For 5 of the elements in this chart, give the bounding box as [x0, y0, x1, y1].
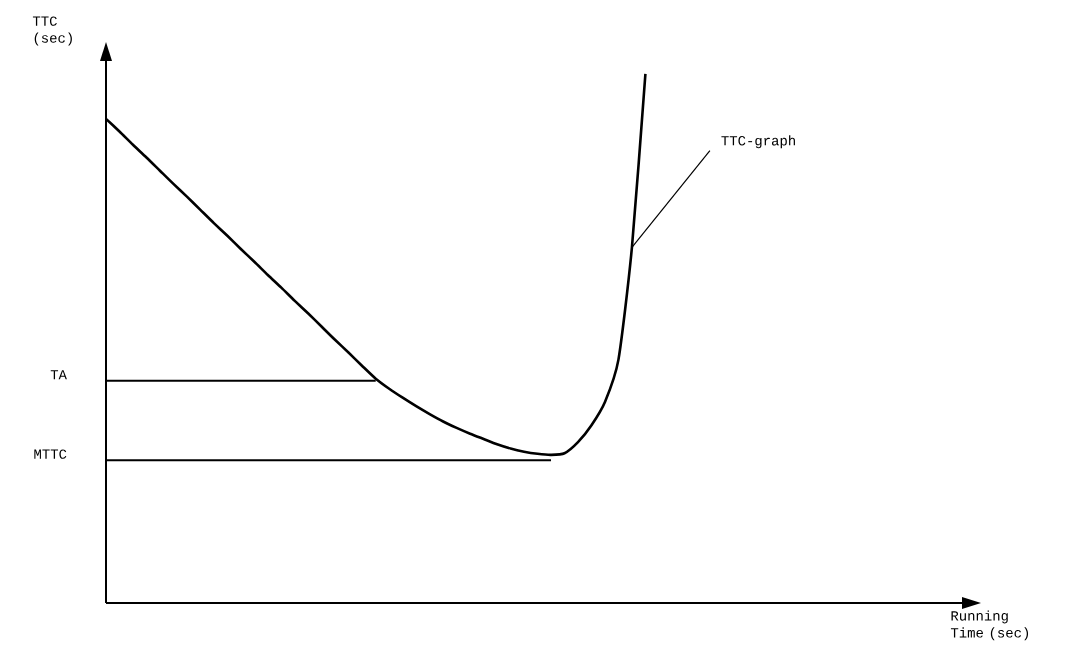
- ref-line-label: TA: [50, 370, 67, 380]
- ref-line-label: MTTC: [34, 449, 67, 459]
- annotation: TTC-graph: [721, 135, 795, 149]
- x-axis-title: Running Time (sec): [950, 610, 1029, 641]
- y-axis-title: TTC (sec): [32, 16, 72, 46]
